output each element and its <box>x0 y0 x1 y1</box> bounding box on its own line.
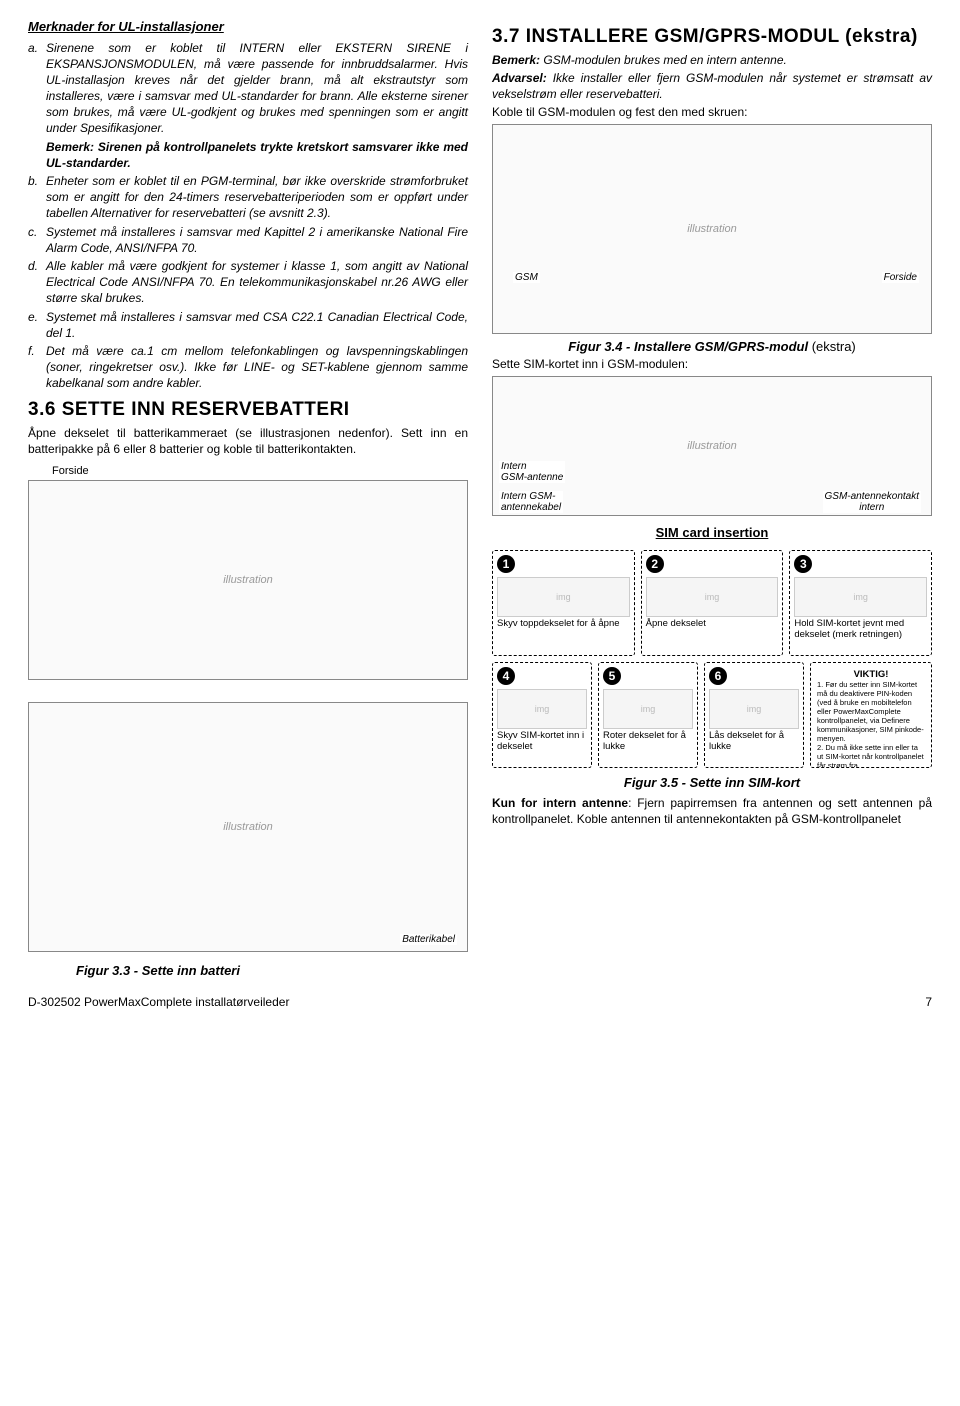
list-item: b. Enheter som er koblet til en PGM-term… <box>28 173 468 222</box>
step-number-icon: 1 <box>497 555 515 573</box>
gsm-label: GSM <box>513 272 540 283</box>
list-item: a. Sirenene som er koblet til INTERN ell… <box>28 40 468 137</box>
viktig-item-2: 2. Du må ikke sette inn eller ta ut SIM-… <box>817 743 925 768</box>
diagram-battery-insert: illustration Batterikabel <box>28 702 468 952</box>
advarsel-line: Advarsel: Ikke installer eller fjern GSM… <box>492 70 932 102</box>
viktig-item-1: 1. Før du setter inn SIM-kortet må du de… <box>817 680 925 743</box>
footer-doc-id: D-302502 PowerMaxComplete installatørvei… <box>28 994 289 1010</box>
viktig-box: VIKTIG! 1. Før du setter inn SIM-kortet … <box>810 662 932 768</box>
page-footer: D-302502 PowerMaxComplete installatørvei… <box>28 994 932 1010</box>
batterikabel-label: Batterikabel <box>400 934 457 945</box>
intern-gsm-antennekabel-label: Intern GSM- antennekabel <box>499 491 563 513</box>
right-column: 3.7 INSTALLERE GSM/GPRS-MODUL (ekstra) B… <box>492 18 932 980</box>
list-marker: c. <box>28 224 46 256</box>
figure-3-3-caption: Figur 3.3 - Sette inn batteri <box>76 962 468 980</box>
sim-step-icon: img <box>794 577 927 617</box>
intern-gsm-antenne-label: Intern GSM-antenne <box>499 461 565 483</box>
list-item: c. Systemet må installeres i samsvar med… <box>28 224 468 256</box>
forside-label: Forside <box>52 464 468 479</box>
sim-step-2: 2 img Åpne dekselet <box>641 550 784 656</box>
fig34-plain: (ekstra) <box>808 339 856 354</box>
bemerk-body: GSM-modulen brukes med en intern antenne… <box>540 53 787 67</box>
advarsel-lead: Advarsel: <box>492 71 547 85</box>
list-text: Enheter som er koblet til en PGM-termina… <box>46 173 468 222</box>
section-3-6-body: Åpne dekselet til batterikammeraet (se i… <box>28 425 468 457</box>
list-marker: b. <box>28 173 46 222</box>
ul-notes-heading: Merknader for UL-installasjoner <box>28 18 468 36</box>
left-column: Merknader for UL-installasjoner a. Siren… <box>28 18 468 980</box>
list-marker: e. <box>28 309 46 341</box>
sim-row-1: 1 img Skyv toppdekselet for å åpne 2 img… <box>492 550 932 656</box>
diagram-battery-open: illustration <box>28 480 468 680</box>
list-text: Alle kabler må være godkjent for systeme… <box>46 258 468 307</box>
sim-insertion-title: SIM card insertion <box>492 524 932 542</box>
list-item: d. Alle kabler må være godkjent for syst… <box>28 258 468 307</box>
step-number-icon: 4 <box>497 667 515 685</box>
viktig-title: VIKTIG! <box>817 669 925 680</box>
sim-step-label: Hold SIM-kortet jevnt med dekselet (merk… <box>794 619 927 641</box>
step-number-icon: 5 <box>603 667 621 685</box>
sim-step-label: Roter dekselet for å lukke <box>603 731 693 753</box>
sim-insertion-block: SIM card insertion 1 img Skyv toppdeksel… <box>492 524 932 768</box>
section-3-7-heading: 3.7 INSTALLERE GSM/GPRS-MODUL (ekstra) <box>492 24 932 50</box>
sim-step-label: Skyv SIM-kortet inn i dekselet <box>497 731 587 753</box>
bemerk-lead: Bemerk: <box>492 53 540 67</box>
step-number-icon: 2 <box>646 555 664 573</box>
sim-step-icon: img <box>709 689 799 729</box>
step-number-icon: 6 <box>709 667 727 685</box>
diagram-gsm-install: illustration GSM Forside <box>492 124 932 334</box>
sim-step-label: Lås dekselet for å lukke <box>709 731 799 753</box>
step-number-icon: 3 <box>794 555 812 573</box>
list-text: Systemet må installeres i samsvar med CS… <box>46 309 468 341</box>
figure-3-4-caption: Figur 3.4 - Installere GSM/GPRS-modul (e… <box>492 338 932 356</box>
gsm-antennekontakt-label: GSM-antennekontakt intern <box>823 491 922 513</box>
sim-row-2: 4 img Skyv SIM-kortet inn i dekselet 5 i… <box>492 662 932 768</box>
sim-step-5: 5 img Roter dekselet for å lukke <box>598 662 698 768</box>
sim-step-6: 6 img Lås dekselet for å lukke <box>704 662 804 768</box>
sim-step-icon: img <box>497 689 587 729</box>
fig34-bold: Figur 3.4 - Installere GSM/GPRS-modul <box>568 339 808 354</box>
sim-step-4: 4 img Skyv SIM-kortet inn i dekselet <box>492 662 592 768</box>
sim-step-icon: img <box>497 577 630 617</box>
bemerk-line: Bemerk: GSM-modulen brukes med en intern… <box>492 52 932 68</box>
list-text: Det må være ca.1 cm mellom telefonkablin… <box>46 343 468 392</box>
sim-step-label: Åpne dekselet <box>646 619 779 630</box>
sim-step-icon: img <box>603 689 693 729</box>
section-3-6-heading: 3.6 SETTE INN RESERVEBATTERI <box>28 397 468 423</box>
list-marker: a. <box>28 40 46 137</box>
list-text: Systemet må installeres i samsvar med Ka… <box>46 224 468 256</box>
advarsel-body: Ikke installer eller fjern GSM-modulen n… <box>492 71 932 101</box>
sim-step-label: Skyv toppdekselet for å åpne <box>497 619 630 630</box>
note-a: Bemerk: Sirenen på kontrollpanelets tryk… <box>46 139 468 171</box>
forside-label-r: Forside <box>882 272 919 283</box>
kun-intern-lead: Kun for intern antenne <box>492 796 628 810</box>
list-marker: d. <box>28 258 46 307</box>
sette-sim-line: Sette SIM-kortet inn i GSM-modulen: <box>492 356 932 372</box>
sim-step-1: 1 img Skyv toppdekselet for å åpne <box>492 550 635 656</box>
list-marker: f. <box>28 343 46 392</box>
list-item: f. Det må være ca.1 cm mellom telefonkab… <box>28 343 468 392</box>
koble-line: Koble til GSM-modulen og fest den med sk… <box>492 104 932 120</box>
sim-step-icon: img <box>646 577 779 617</box>
kun-intern-antenne: Kun for intern antenne: Fjern papirremse… <box>492 795 932 827</box>
footer-page-number: 7 <box>925 994 932 1010</box>
list-item: e. Systemet må installeres i samsvar med… <box>28 309 468 341</box>
diagram-gsm-module: illustration Intern GSM-antenne Intern G… <box>492 376 932 516</box>
figure-3-5-caption: Figur 3.5 - Sette inn SIM-kort <box>492 774 932 792</box>
sim-step-3: 3 img Hold SIM-kortet jevnt med dekselet… <box>789 550 932 656</box>
list-text: Sirenene som er koblet til INTERN eller … <box>46 40 468 137</box>
